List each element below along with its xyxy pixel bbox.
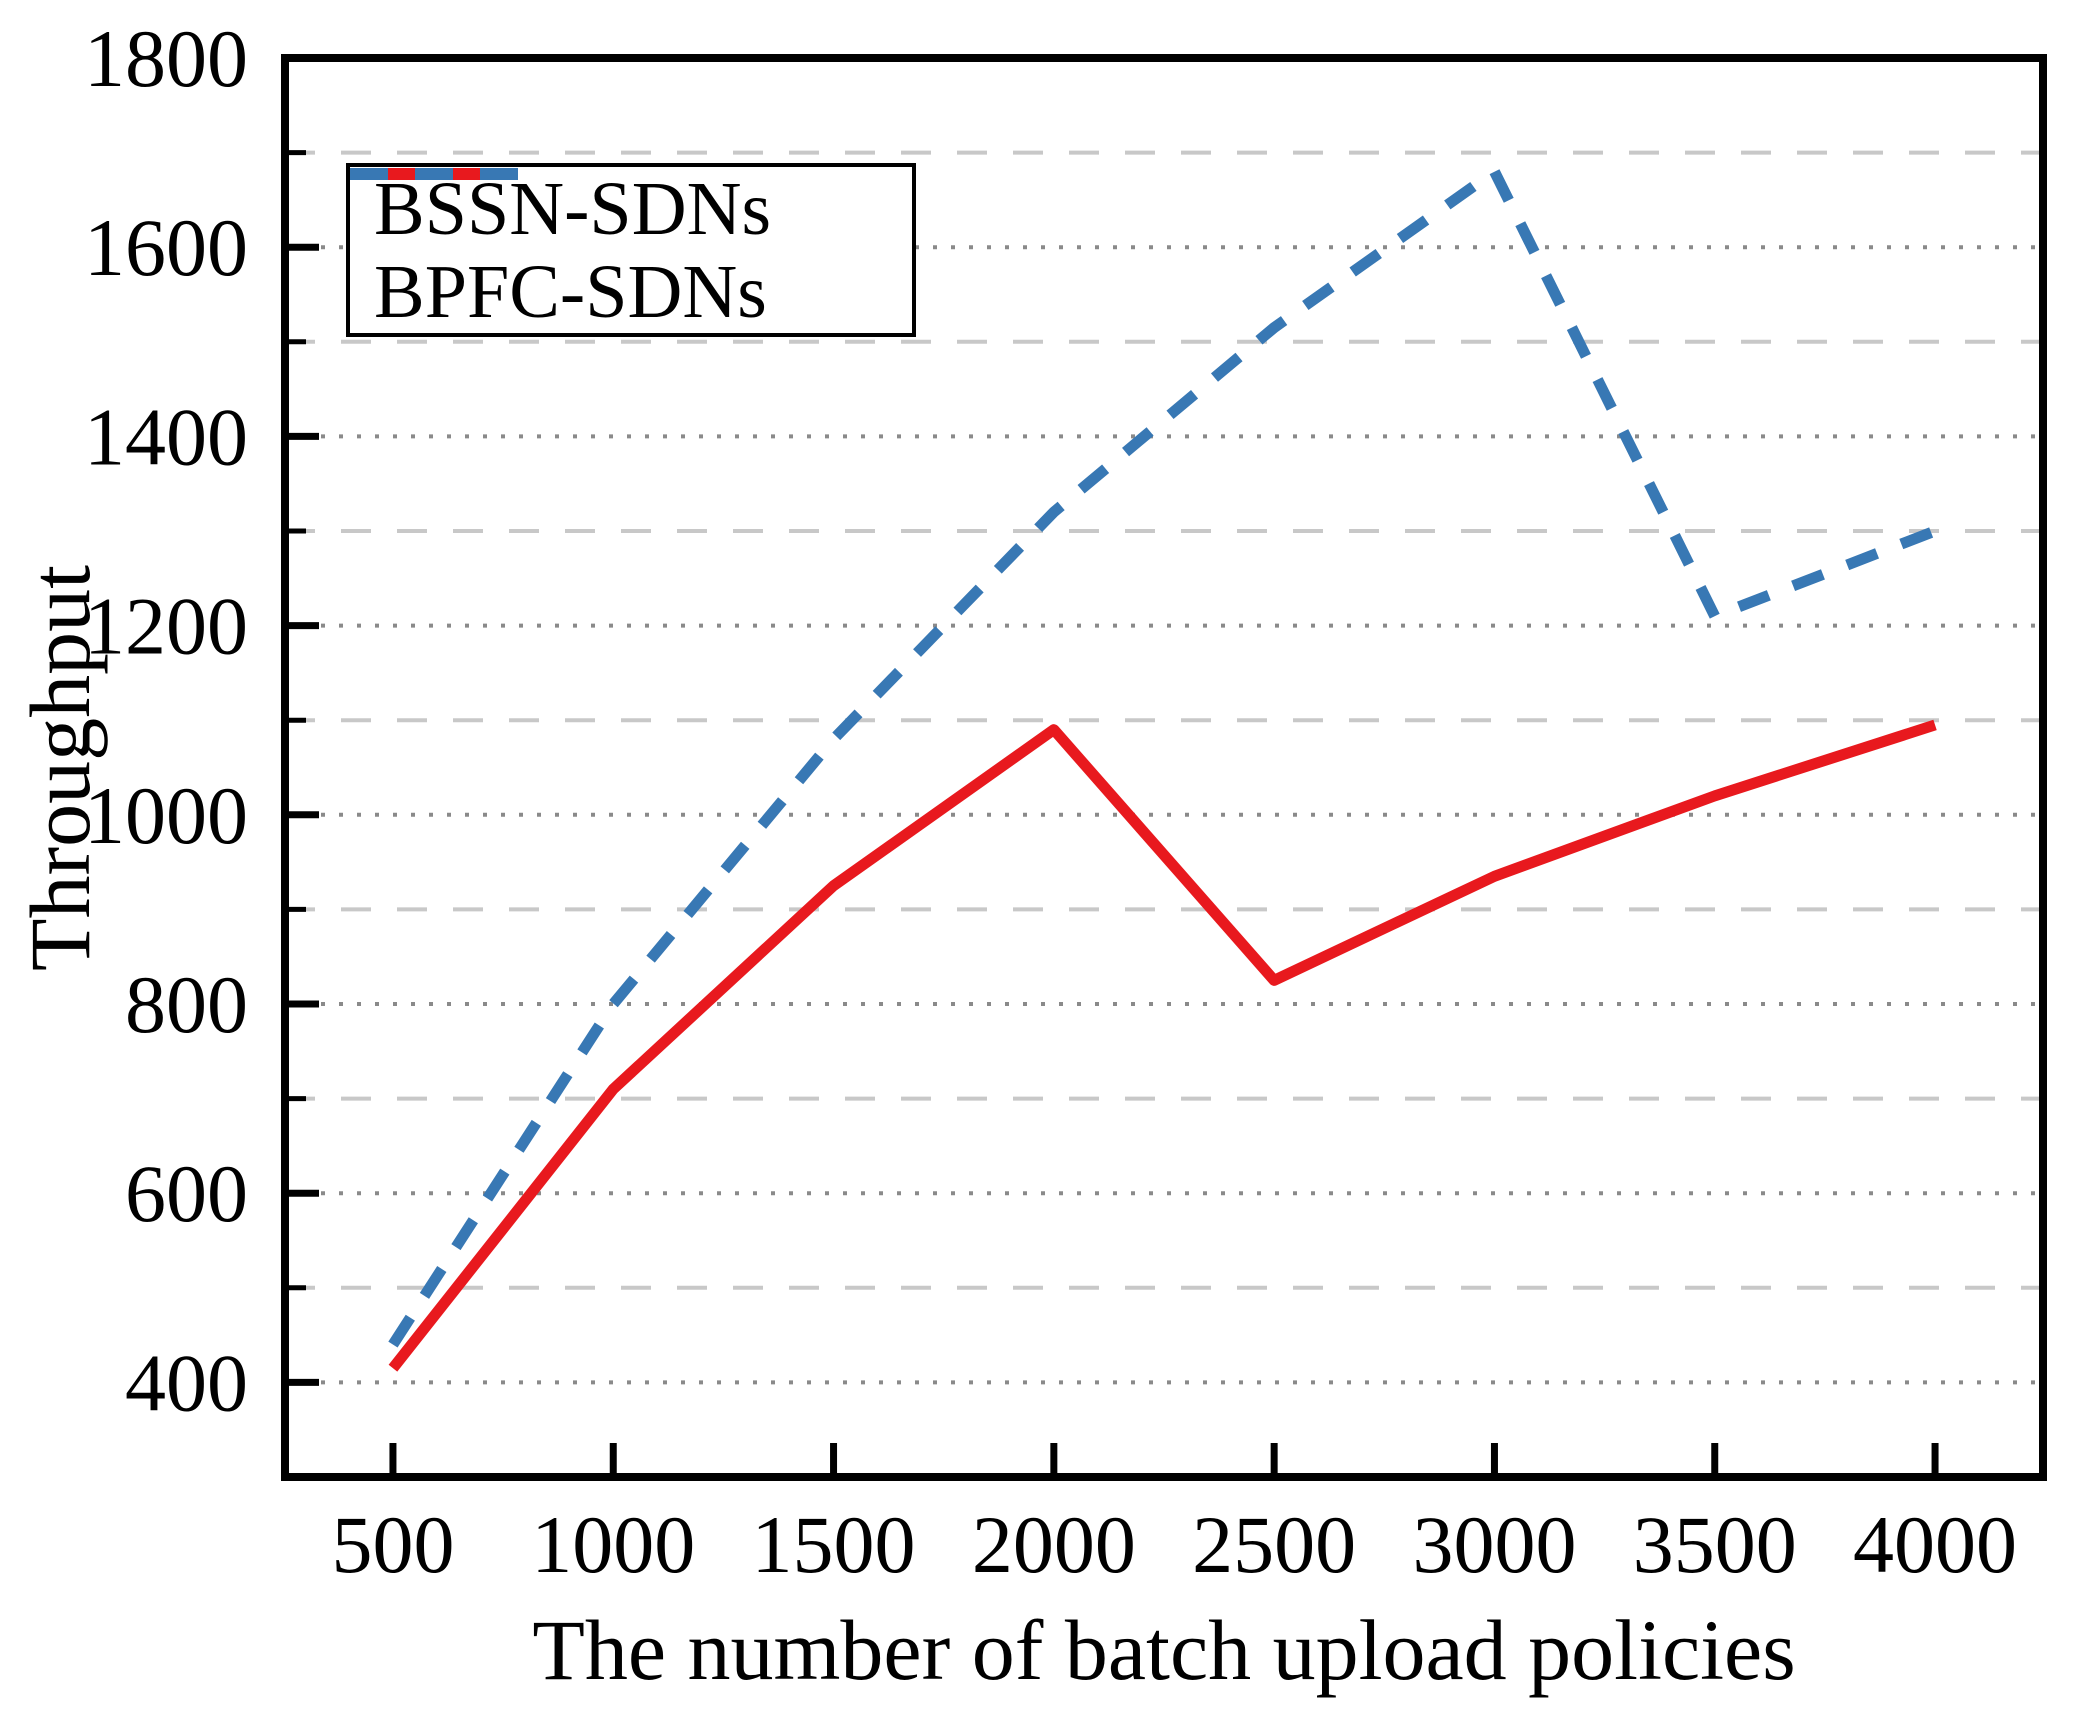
tick-labels: 400 600 800 1000 1200 1400 1600 1800 500 1000 1500…	[84, 13, 2017, 1590]
axis-ticks	[289, 54, 1939, 1473]
y-axis-title-wrap: Throughput	[0, 0, 120, 1535]
x-tick-label-500: 500	[331, 1499, 454, 1590]
y-tick-label-400: 400	[125, 1337, 248, 1428]
x-tick-label-2500: 2500	[1192, 1499, 1356, 1590]
y-axis-title: Throughput	[12, 564, 109, 971]
plot-border	[281, 54, 2047, 1481]
y-tick-label-1800: 1800	[84, 13, 248, 104]
minor-gridlines	[285, 150, 2043, 1290]
y-tick-label-1400: 1400	[84, 391, 248, 482]
series-line-bssn-sdns	[388, 719, 1937, 1372]
legend: BSSN-SDNs BPFC-SDNs	[346, 163, 916, 337]
x-axis-title: The number of batch upload policies	[532, 1602, 1796, 1698]
bpfc-line-swatch	[350, 168, 518, 180]
series-line-bpfc-sdns	[388, 166, 1938, 1348]
x-tick-label-2000: 2000	[972, 1499, 1136, 1590]
major-gridlines	[285, 245, 2043, 1385]
x-tick-label-4000: 4000	[1853, 1499, 2017, 1590]
y-tick-label-800: 800	[125, 959, 248, 1050]
x-tick-label-3000: 3000	[1412, 1499, 1576, 1590]
series-lines	[388, 166, 1938, 1372]
legend-label-bssn-sdns: BSSN-SDNs	[374, 166, 772, 251]
y-tick-label-600: 600	[125, 1148, 248, 1239]
y-tick-label-1000: 1000	[84, 770, 248, 861]
legend-label-bpfc-sdns: BPFC-SDNs	[374, 249, 767, 334]
legend-item-bpfc-sdns: BPFC-SDNs	[350, 168, 912, 334]
y-tick-label-1200: 1200	[84, 581, 248, 672]
y-tick-label-1600: 1600	[84, 202, 248, 293]
x-tick-label-1500: 1500	[752, 1499, 916, 1590]
x-tick-label-1000: 1000	[531, 1499, 695, 1590]
x-tick-label-3500: 3500	[1633, 1499, 1797, 1590]
